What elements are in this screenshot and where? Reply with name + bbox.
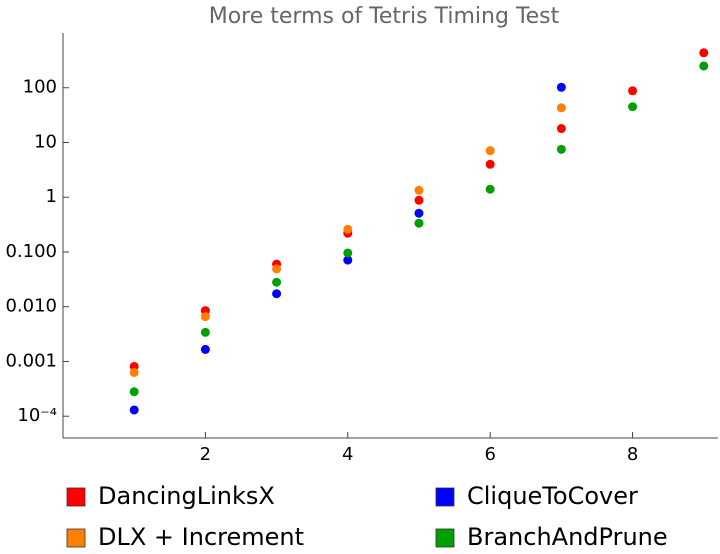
point [699, 48, 709, 58]
point [556, 103, 566, 113]
point [343, 224, 353, 234]
x-tick-label: 8 [627, 444, 638, 465]
point [628, 102, 638, 112]
point [556, 144, 566, 154]
point [129, 387, 139, 397]
legend-swatch [66, 487, 86, 507]
point [485, 184, 495, 194]
y-tick-label: 0.001 [5, 350, 57, 371]
point [200, 327, 210, 337]
point [556, 82, 566, 92]
point [485, 146, 495, 156]
y-tick-label: 100 [23, 77, 57, 98]
point [414, 195, 424, 205]
point [200, 312, 210, 322]
point [200, 344, 210, 354]
legend-label: DLX + Increment [98, 523, 304, 551]
point [129, 405, 139, 415]
legend-label: BranchAndPrune [467, 523, 668, 551]
chart-title: More terms of Tetris Timing Test [209, 4, 560, 29]
y-tick-label: 0.100 [5, 241, 57, 262]
point [414, 218, 424, 228]
point [414, 208, 424, 218]
x-tick-label: 2 [200, 444, 211, 465]
legend-swatch [435, 528, 455, 548]
x-tick-label: 6 [484, 444, 495, 465]
y-tick-label: 10 [34, 131, 57, 152]
point [343, 255, 353, 265]
point [272, 277, 282, 287]
point [414, 185, 424, 195]
point [485, 159, 495, 169]
y-tick-label: 0.010 [5, 296, 57, 317]
legend-label: CliqueToCover [467, 482, 638, 510]
point [699, 61, 709, 71]
legend-swatch [435, 487, 455, 507]
legend-label: DancingLinksX [98, 482, 275, 510]
point [272, 289, 282, 299]
point [129, 367, 139, 377]
point [343, 248, 353, 258]
y-tick-label: 1 [46, 186, 57, 207]
legend-swatch [66, 528, 86, 548]
point [628, 86, 638, 96]
x-tick-label: 4 [342, 444, 353, 465]
point [556, 124, 566, 134]
y-tick-label: 10⁻⁴ [17, 405, 57, 426]
point [272, 264, 282, 274]
